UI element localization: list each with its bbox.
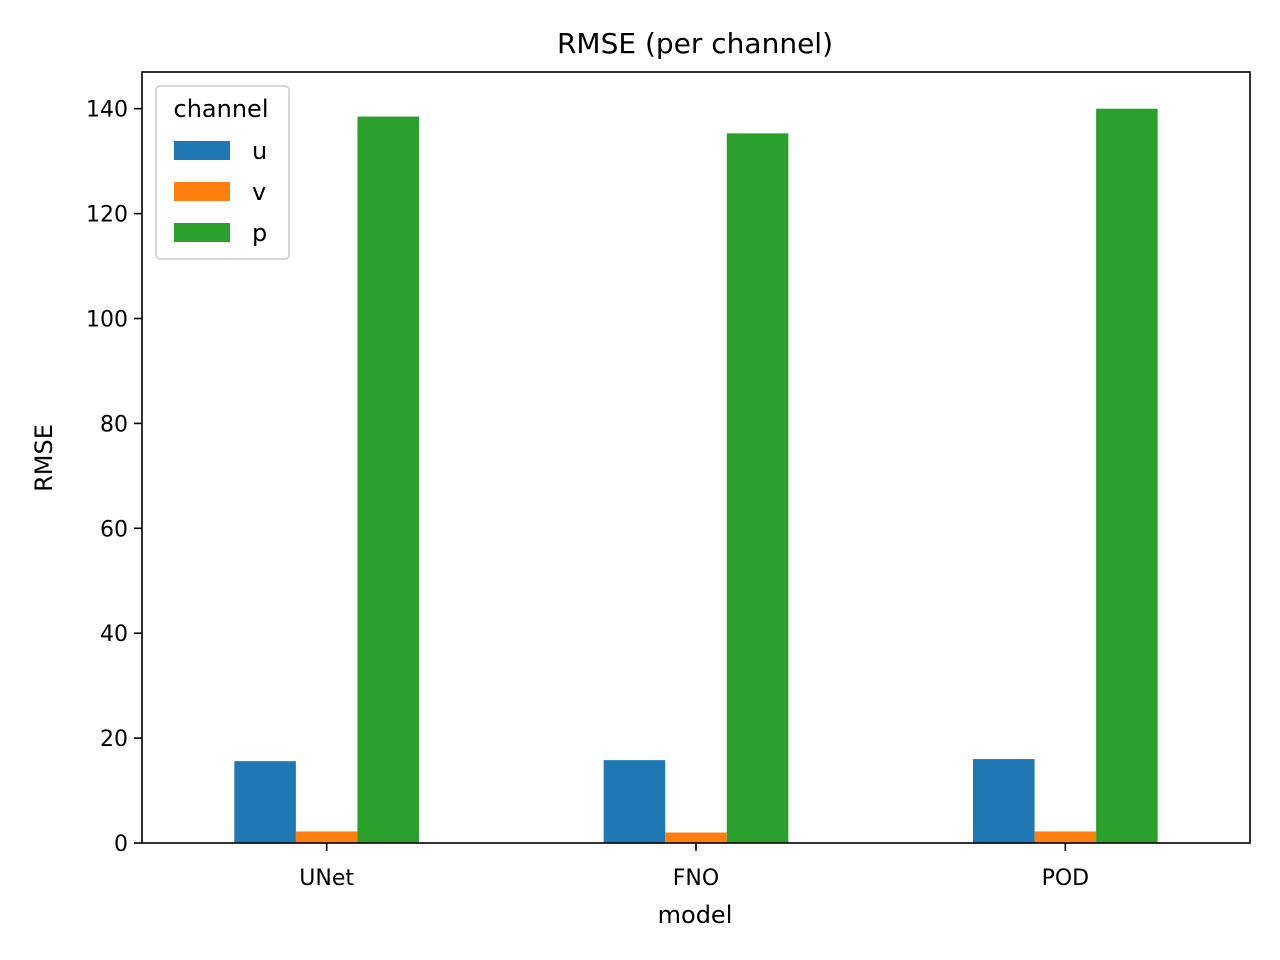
y-tick-label: 60: [100, 517, 128, 542]
legend-label-p: p: [252, 219, 267, 247]
legend-title: channel: [174, 95, 269, 123]
y-axis-ticks: 0 20 40 60 80 100 120 140: [86, 98, 142, 857]
x-tick-label-unet: UNet: [299, 866, 354, 891]
chart-title: RMSE (per channel): [557, 27, 833, 60]
bar-u-pod: [973, 759, 1035, 843]
y-tick-label: 140: [86, 98, 128, 123]
bar-u-unet: [234, 761, 296, 843]
y-tick-label: 20: [100, 727, 128, 752]
bar-p-unet: [357, 116, 419, 843]
x-tick-label-fno: FNO: [673, 866, 719, 891]
bars-group: [234, 108, 1158, 843]
y-tick-label: 120: [86, 203, 128, 228]
bar-v-pod: [1034, 831, 1097, 843]
bar-v-unet: [295, 831, 358, 843]
y-tick-label: 80: [100, 412, 128, 437]
plot-frame: [141, 71, 1251, 844]
legend-items: uvp: [174, 137, 267, 247]
legend-label-v: v: [252, 178, 266, 206]
bar-v-fno: [665, 832, 727, 843]
legend-frame: [155, 85, 290, 260]
legend-swatch-v: [174, 182, 230, 201]
y-tick-label: 0: [114, 832, 128, 857]
legend-swatch-p: [174, 223, 230, 242]
x-axis-ticks: UNet FNO POD: [299, 843, 1089, 891]
bar-p-fno: [726, 133, 789, 843]
x-axis-label: model: [658, 901, 733, 929]
legend-label-u: u: [252, 137, 267, 165]
x-tick-label-pod: POD: [1042, 866, 1090, 891]
y-tick-label: 100: [86, 308, 128, 333]
legend: channel uvp: [155, 85, 290, 260]
legend-swatch-u: [174, 141, 230, 160]
bar-u-fno: [603, 760, 666, 843]
y-tick-label: 40: [100, 622, 128, 647]
y-axis-label: RMSE: [30, 424, 58, 492]
bar-p-pod: [1096, 108, 1158, 843]
